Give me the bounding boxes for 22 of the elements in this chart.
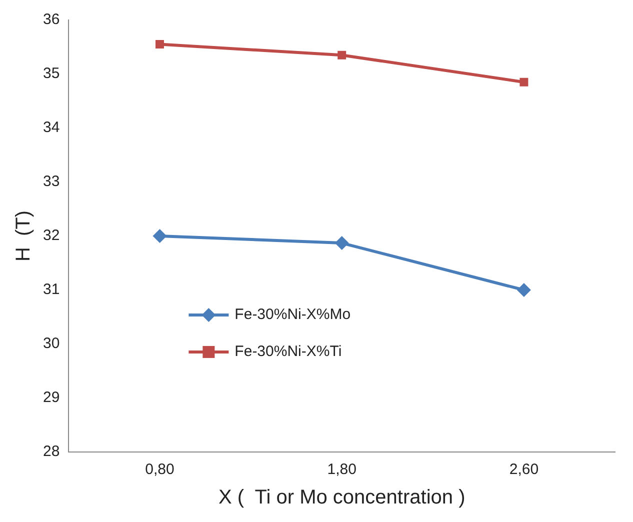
y-tick-label: 28: [42, 443, 60, 460]
point: [334, 236, 349, 250]
point: [155, 40, 164, 49]
x-tick-label: 0,80: [145, 461, 174, 478]
point: [152, 229, 167, 243]
y-tick-label: 36: [42, 11, 60, 28]
x-tick-label: 1,80: [327, 461, 356, 478]
y-tick-label: 31: [42, 281, 60, 298]
y-tick-label: 34: [42, 119, 60, 136]
y-tick-label: 35: [42, 65, 60, 82]
y-tick-label: 32: [42, 227, 60, 244]
y-axis-title: H (T): [12, 210, 35, 262]
x-tick-label: 2,60: [509, 461, 539, 478]
x-axis-title: X ( Ti or Mo concentration ): [218, 486, 466, 509]
legend-label: Fe-30%Ni-X%Mo: [234, 306, 351, 324]
y-tick-label: 33: [42, 173, 60, 190]
point: [338, 50, 346, 60]
point: [520, 78, 528, 86]
legend-label: Fe-30%Ni-X%Ti: [234, 343, 342, 360]
y-tick-label: 30: [42, 335, 60, 352]
y-tick-label: 29: [42, 389, 60, 406]
point: [516, 283, 531, 297]
